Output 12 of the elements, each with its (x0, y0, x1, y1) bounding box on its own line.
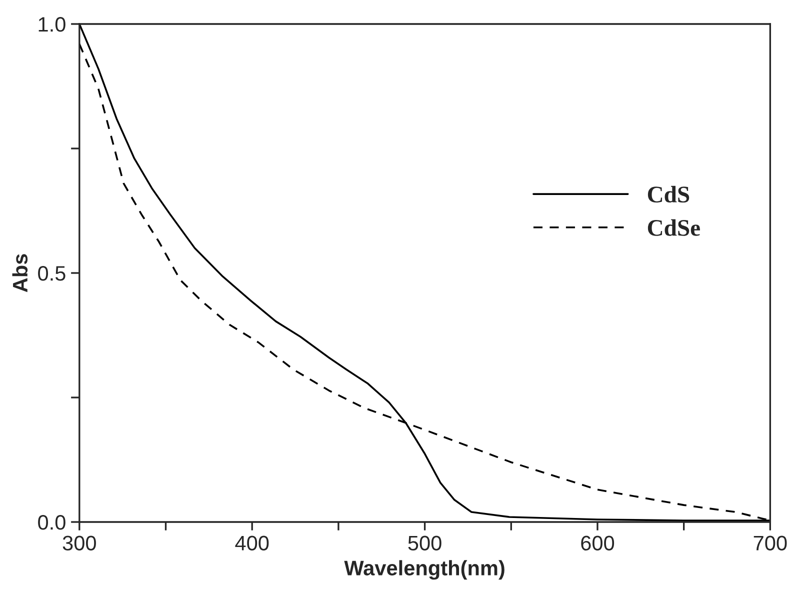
legend-label: CdSe (648, 219, 700, 236)
x-tick-label: 500 (408, 536, 442, 550)
y-tick-label: 0.0 (38, 515, 66, 530)
x-tick-label: 600 (581, 536, 614, 550)
y-tick-label: 0.5 (38, 266, 66, 281)
x-tick-label: 300 (62, 536, 96, 550)
y-axis-title: Abs (12, 254, 28, 292)
x-tick-label: 400 (235, 536, 269, 550)
legend-label: CdS (648, 186, 690, 203)
x-axis-title: Wavelength(nm) (344, 560, 504, 580)
x-tick-label: 700 (754, 536, 787, 550)
y-tick-label: 1.0 (38, 17, 66, 32)
